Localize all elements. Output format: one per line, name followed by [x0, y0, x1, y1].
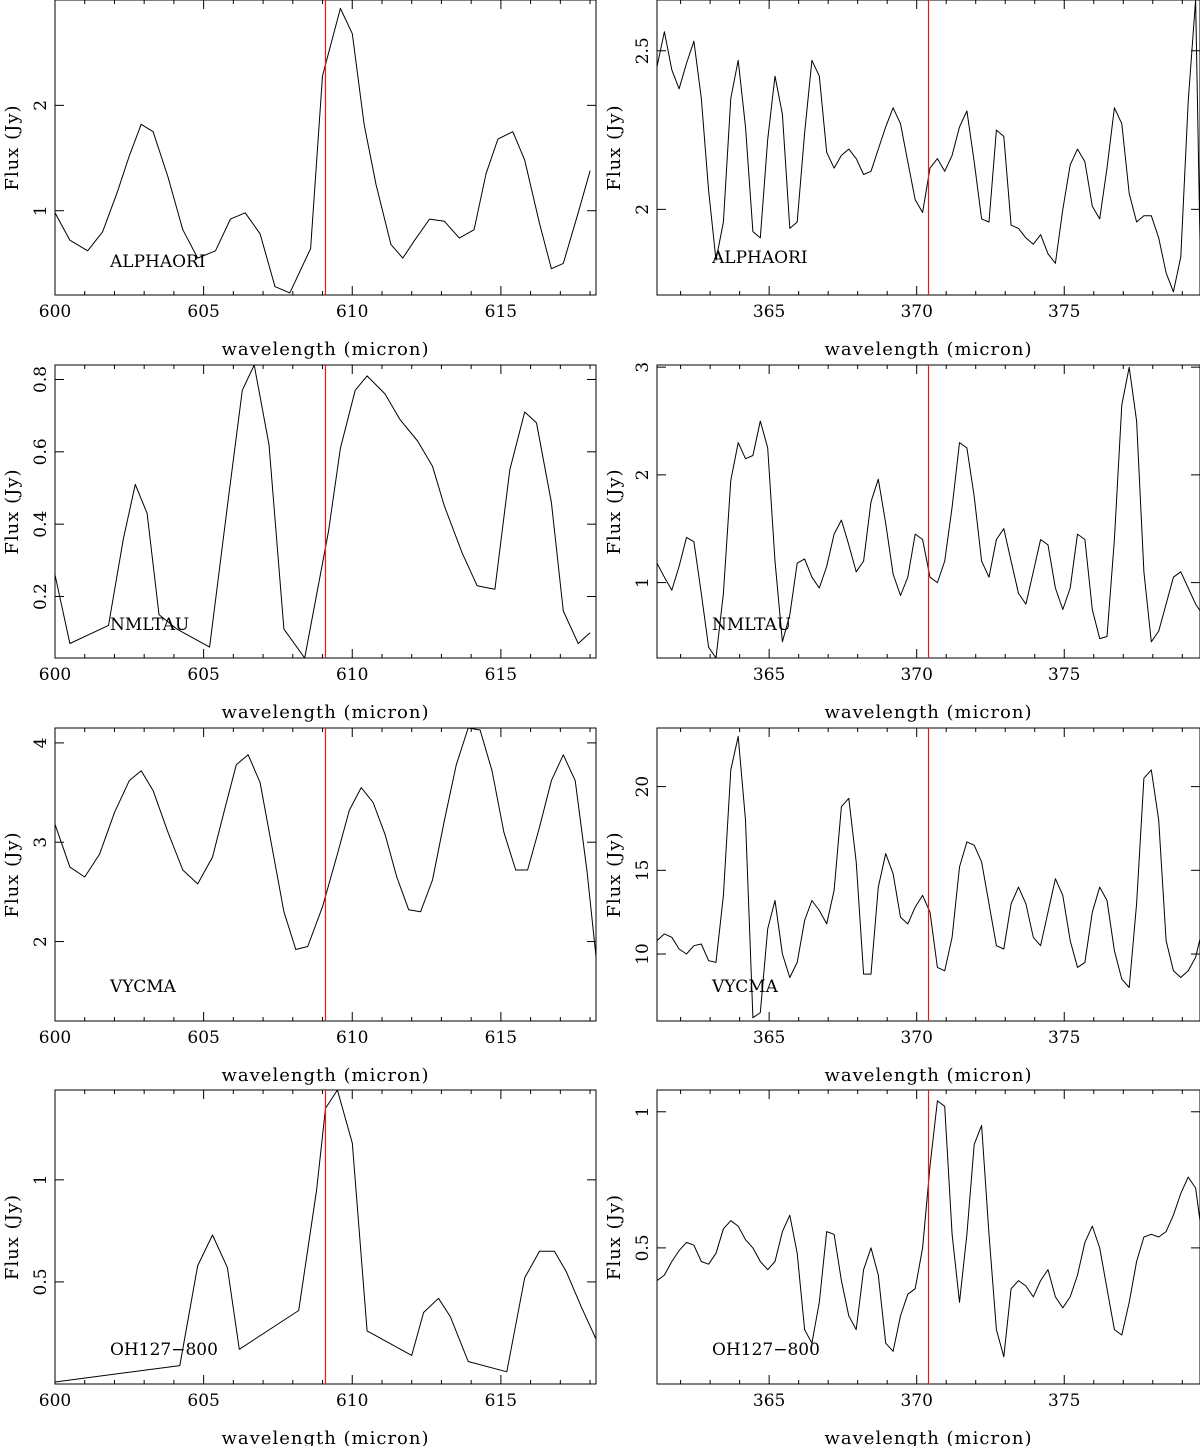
x-tick-label: 605 [187, 302, 219, 322]
y-axis-title: Flux (Jy) [2, 1194, 23, 1280]
x-axis-title: wavelength (micron) [824, 339, 1032, 360]
x-tick-label: 610 [336, 1028, 368, 1048]
y-tick-label: 3 [31, 837, 51, 848]
source-label: NMLTAU [712, 615, 791, 635]
x-tick-label: 375 [1048, 302, 1080, 322]
spectrum-line [657, 1100, 1200, 1358]
spectrum-line [55, 365, 591, 658]
panel-vycma-right: 365 370 375 10 15 20 wavelength (micron) Flux (… [604, 727, 1200, 1086]
source-label: VYCMA [109, 977, 177, 997]
y-tick-label: 4 [31, 737, 51, 748]
x-tick-label: 375 [1048, 665, 1080, 685]
y-tick-label: 0.2 [31, 583, 51, 610]
y-tick-label: 1 [633, 1106, 653, 1117]
x-tick-label: 615 [485, 1028, 517, 1048]
spectrum-line [657, 0, 1200, 293]
x-tick-label: 375 [1048, 1028, 1080, 1048]
x-axis-title: wavelength (micron) [824, 702, 1032, 723]
y-tick-label: 2.5 [633, 37, 653, 64]
x-axis-title: wavelength (micron) [221, 1065, 429, 1086]
y-tick-label: 15 [633, 859, 653, 881]
source-label: OH127−800 [110, 1340, 218, 1360]
x-tick-label: 365 [753, 1391, 785, 1411]
spectrum-line [55, 1090, 596, 1383]
x-axis-title: wavelength (micron) [221, 702, 429, 723]
source-label: ALPHAORI [711, 248, 808, 268]
y-tick-label: 0.4 [31, 511, 51, 538]
y-axis-title: Flux (Jy) [2, 104, 23, 190]
panel-alphaori-right: 365 370 375 2 2.5 wavelength (micron) Flux (Jy… [604, 0, 1200, 360]
x-tick-label: 370 [900, 1391, 932, 1411]
panel-nmltau-right: 365 370 375 1 2 3 wavelength (micron) Flux (Jy)… [604, 362, 1200, 723]
x-tick-label: 615 [485, 1391, 517, 1411]
x-tick-label: 365 [753, 665, 785, 685]
panel-oh127-800-left: 600 605 610 615 0.5 1 wavelength (micron) Flux … [2, 1089, 597, 1446]
y-axis-title: Flux (Jy) [604, 104, 625, 190]
y-tick-label: 0.6 [31, 438, 51, 465]
y-tick-label: 1 [633, 577, 653, 588]
y-axis-title: Flux (Jy) [2, 468, 23, 554]
x-tick-label: 365 [753, 1028, 785, 1048]
x-tick-label: 370 [900, 302, 932, 322]
y-tick-label: 0.5 [31, 1268, 51, 1295]
y-tick-label: 1 [31, 205, 51, 216]
y-tick-label: 10 [633, 943, 653, 965]
y-axis-title: Flux (Jy) [604, 831, 625, 917]
source-label: VYCMA [711, 977, 779, 997]
x-tick-label: 600 [39, 302, 71, 322]
y-axis-title: Flux (Jy) [2, 831, 23, 917]
panel-oh127-800-right: 365 370 375 0.5 1 wavelength (micron) Flux (Jy… [604, 1089, 1200, 1446]
source-label: ALPHAORI [109, 252, 206, 272]
spectrum-line [55, 7, 591, 294]
x-tick-label: 610 [336, 302, 368, 322]
x-axis-title: wavelength (micron) [824, 1428, 1032, 1446]
x-tick-label: 615 [485, 665, 517, 685]
panel-vycma-left: 600 605 610 615 2 3 4 wavelength (micron) Flux (… [2, 727, 597, 1086]
y-tick-label: 20 [633, 776, 653, 798]
spectrum-line [657, 366, 1200, 658]
source-label: NMLTAU [110, 615, 189, 635]
y-tick-label: 1 [31, 1174, 51, 1185]
x-axis-title: wavelength (micron) [221, 339, 429, 360]
x-tick-label: 375 [1048, 1391, 1080, 1411]
panel-nmltau-left: 600 605 610 615 0.2 0.4 0.6 0.8 wavelength (micr… [2, 364, 597, 723]
y-tick-label: 0.8 [31, 366, 51, 393]
y-axis-title: Flux (Jy) [604, 468, 625, 554]
x-axis-title: wavelength (micron) [824, 1065, 1032, 1086]
source-label: OH127−800 [712, 1340, 820, 1360]
x-tick-label: 605 [187, 1391, 219, 1411]
x-tick-label: 600 [39, 1391, 71, 1411]
x-tick-label: 605 [187, 665, 219, 685]
spectrum-line [657, 735, 1200, 1019]
y-tick-label: 2 [31, 936, 51, 947]
x-tick-label: 365 [753, 302, 785, 322]
x-axis-title: wavelength (micron) [221, 1428, 429, 1446]
x-tick-label: 610 [336, 665, 368, 685]
x-tick-label: 600 [39, 665, 71, 685]
panel-alphaori-left: 600 605 610 615 1 2 wavelength (micron) Flux (J… [2, 0, 597, 360]
spectrum-line [55, 728, 596, 957]
y-tick-label: 2 [31, 100, 51, 111]
x-tick-label: 600 [39, 1028, 71, 1048]
x-tick-label: 370 [900, 665, 932, 685]
y-axis-title: Flux (Jy) [604, 1194, 625, 1280]
x-tick-label: 610 [336, 1391, 368, 1411]
x-tick-label: 605 [187, 1028, 219, 1048]
y-tick-label: 2 [633, 204, 653, 215]
y-tick-label: 3 [633, 362, 653, 373]
x-tick-label: 615 [485, 302, 517, 322]
y-tick-label: 2 [633, 469, 653, 480]
x-tick-label: 370 [900, 1028, 932, 1048]
y-tick-label: 0.5 [633, 1234, 653, 1261]
